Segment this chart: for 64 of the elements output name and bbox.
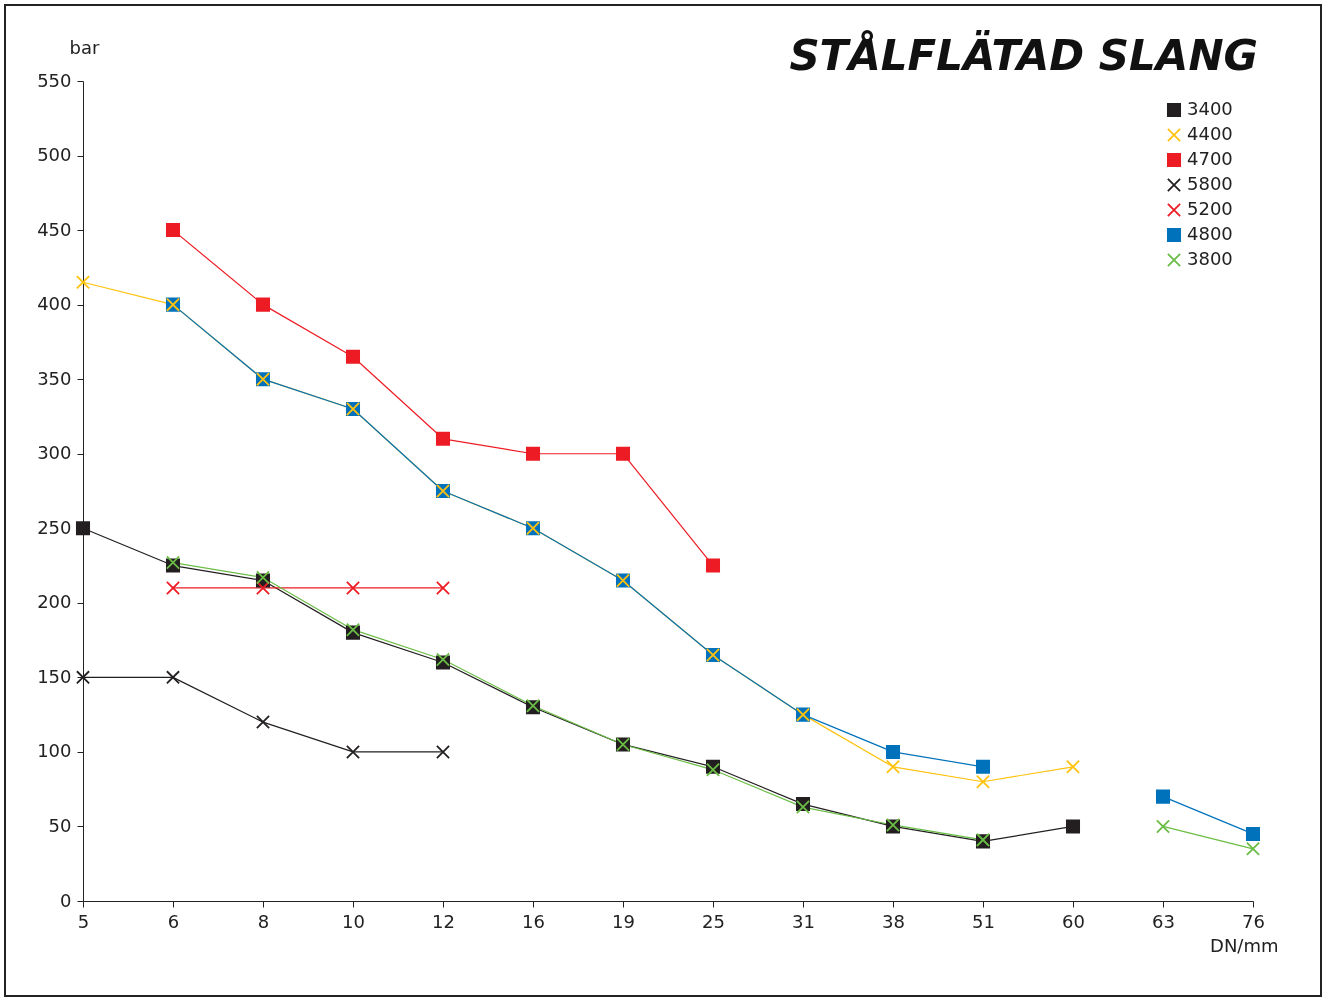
point xyxy=(1065,819,1081,834)
legend-label: 4800 xyxy=(1187,223,1233,244)
y-tick-label: 500 xyxy=(37,144,72,166)
y-tick-label: 350 xyxy=(37,367,72,389)
point xyxy=(345,580,361,595)
y-tick-label: 150 xyxy=(37,665,72,687)
legend-label: 5800 xyxy=(1187,173,1233,194)
x-tick-label: 8 xyxy=(257,910,270,932)
point xyxy=(885,759,901,774)
point xyxy=(255,715,271,730)
x-tick-label: 51 xyxy=(972,910,995,932)
x-tick-label: 12 xyxy=(432,910,455,932)
y-tick-label: 100 xyxy=(37,740,72,762)
point xyxy=(255,580,271,595)
legend-label: 5200 xyxy=(1187,198,1233,219)
legend-label: 4700 xyxy=(1187,148,1233,169)
point xyxy=(1245,841,1261,856)
x-tick-label: 31 xyxy=(792,910,815,932)
y-axis-title: bar xyxy=(69,36,100,58)
point xyxy=(1155,819,1171,834)
legend-label: 3800 xyxy=(1187,248,1233,269)
y-tick-label: 450 xyxy=(37,218,72,240)
point xyxy=(165,580,181,595)
x-tick-label: 16 xyxy=(522,910,545,932)
point xyxy=(75,670,91,685)
legend-label: 4400 xyxy=(1187,123,1233,144)
point xyxy=(1065,759,1081,774)
x-tick-label: 38 xyxy=(882,910,905,932)
x-tick-label: 25 xyxy=(702,910,725,932)
point xyxy=(885,744,901,759)
point xyxy=(75,275,91,290)
point xyxy=(435,744,451,759)
point xyxy=(1245,826,1261,841)
point xyxy=(435,431,451,446)
x-tick-label: 63 xyxy=(1152,910,1175,932)
y-tick-label: 400 xyxy=(37,293,72,315)
x-axis-title: DN/mm xyxy=(1210,934,1279,956)
point xyxy=(345,744,361,759)
chart-title: STÅLFLÄTAD SLANG xyxy=(789,30,1258,80)
y-tick-label: 0 xyxy=(60,889,72,911)
point xyxy=(435,580,451,595)
x-tick-label: 10 xyxy=(342,910,365,932)
point xyxy=(1155,789,1171,804)
x-tick-label: 76 xyxy=(1242,910,1265,932)
point xyxy=(165,670,181,685)
point xyxy=(705,558,721,573)
point xyxy=(975,774,991,789)
y-tick-label: 50 xyxy=(48,814,72,836)
point xyxy=(975,759,991,774)
legend-label: 3400 xyxy=(1187,98,1233,119)
x-tick-label: 5 xyxy=(77,910,90,932)
point xyxy=(615,446,631,461)
point xyxy=(75,521,91,536)
y-tick-label: 300 xyxy=(37,442,72,464)
point xyxy=(165,223,181,238)
y-tick-label: 200 xyxy=(37,591,72,613)
x-tick-label: 6 xyxy=(167,910,180,932)
point xyxy=(525,446,541,461)
y-tick-label: 250 xyxy=(37,516,72,538)
y-tick-label: 550 xyxy=(37,69,72,91)
point xyxy=(345,349,361,364)
x-tick-label: 60 xyxy=(1062,910,1085,932)
point xyxy=(255,297,271,312)
x-tick-label: 19 xyxy=(612,910,635,932)
